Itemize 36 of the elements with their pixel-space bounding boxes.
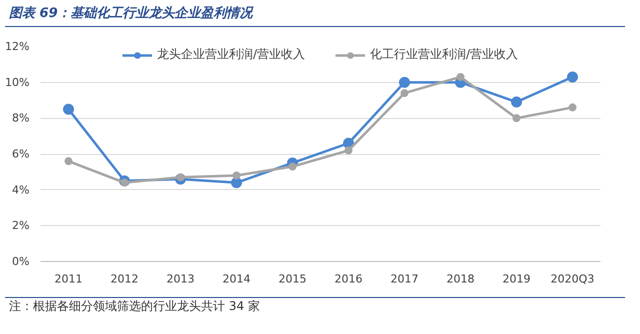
chart-title: 图表 69：基础化工行业龙头企业盈利情况: [9, 5, 253, 23]
y-tick-label: 6%: [12, 148, 30, 160]
point: [400, 89, 408, 98]
y-tick-label: 0%: [12, 255, 30, 268]
x-tick-label: 2011: [54, 272, 83, 286]
x-tick-label: 2012: [110, 272, 139, 286]
x-tick-label: 2015: [278, 272, 307, 286]
y-tick-label: 8%: [12, 112, 30, 125]
text: 注：根据各细分领域筛选的行业龙头共计 34 家: [9, 298, 260, 315]
point: [344, 146, 352, 154]
y-tick-label: 12%: [5, 40, 30, 53]
point: [399, 76, 410, 88]
point: [231, 177, 242, 188]
x-tick-label: 2019: [502, 272, 531, 286]
point: [63, 104, 74, 115]
point: [64, 157, 72, 166]
point: [288, 162, 296, 171]
x-tick-label: 2013: [166, 272, 195, 286]
x-tick-label: 2016: [334, 272, 363, 286]
point: [568, 103, 576, 112]
x-tick-label: 2017: [390, 272, 419, 286]
x-tick-label: 2014: [222, 272, 251, 286]
point: [456, 72, 464, 81]
y-tick-label: 10%: [5, 76, 30, 89]
legend-label: 化工行业营业利润/营业收入: [370, 46, 518, 63]
x-tick-label: 2020Q3: [550, 272, 594, 286]
point: [512, 114, 520, 122]
legend-label: 龙头企业营业利润/营业收入: [156, 46, 305, 63]
y-tick-label: 2%: [12, 219, 30, 232]
y-tick-label: 4%: [12, 183, 30, 196]
point: [511, 96, 522, 108]
point: [567, 71, 578, 82]
point: [176, 173, 184, 182]
point: [232, 172, 240, 180]
x-tick-label: 2018: [446, 272, 475, 286]
point: [120, 178, 128, 187]
